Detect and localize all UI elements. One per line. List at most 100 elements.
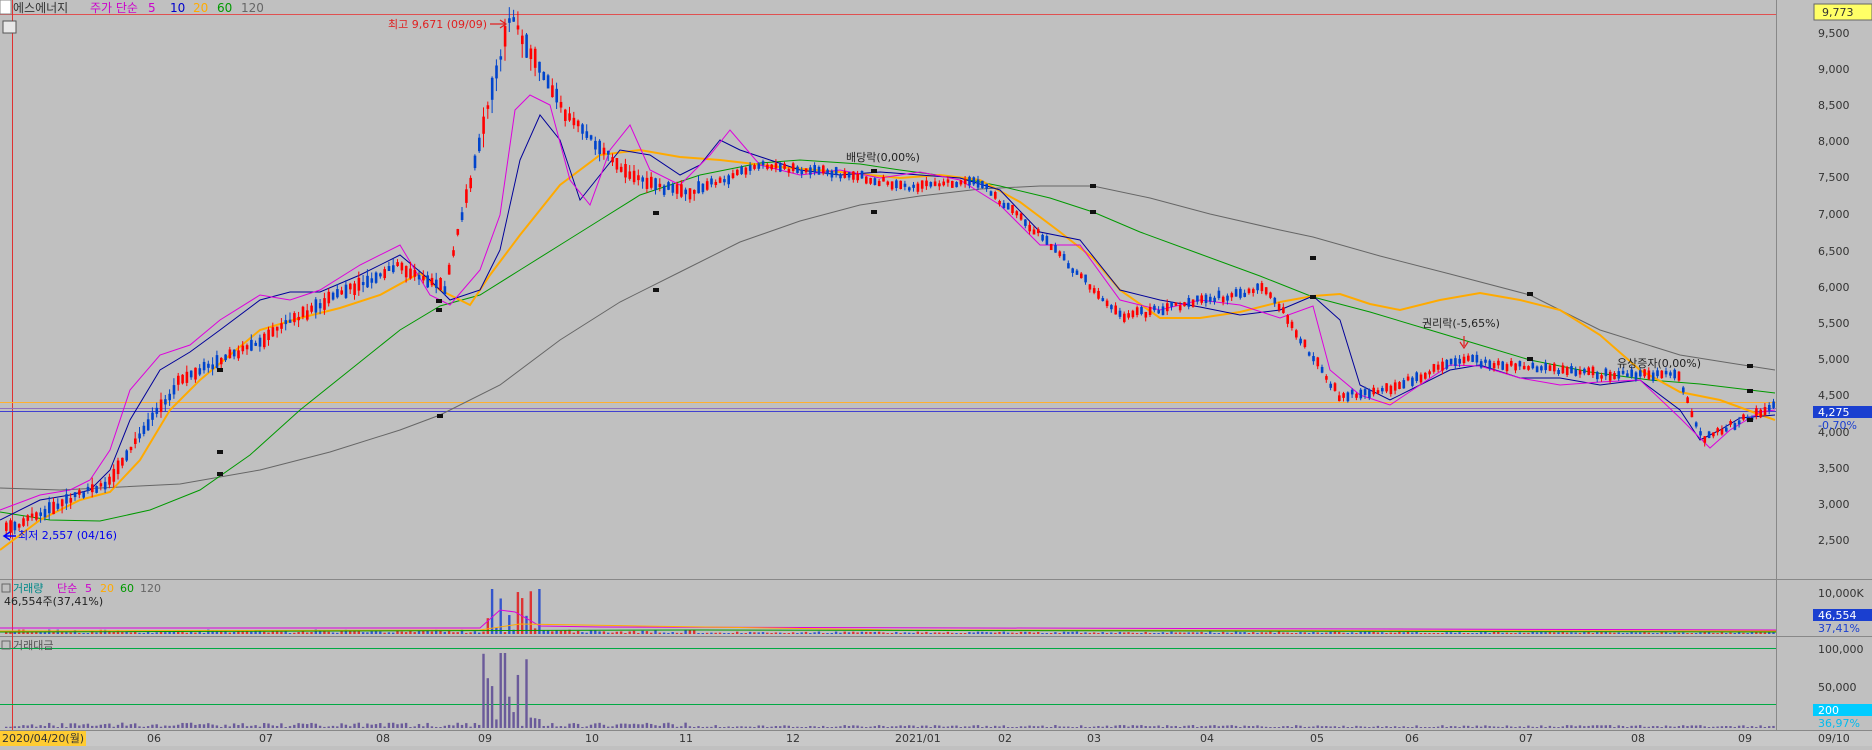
amount-bar bbox=[314, 723, 317, 728]
amount-bar bbox=[770, 726, 773, 728]
change-percent: -0,70% bbox=[1818, 419, 1857, 432]
amount-bar bbox=[1299, 725, 1302, 728]
amount-current-box bbox=[1813, 704, 1872, 716]
candle-body bbox=[1011, 204, 1014, 214]
volume-bar bbox=[542, 630, 545, 634]
volume-bar bbox=[1703, 631, 1706, 634]
amount-bar bbox=[349, 726, 352, 728]
volume-bar bbox=[701, 632, 704, 634]
amount-bar bbox=[877, 725, 881, 728]
volume-bar bbox=[895, 631, 898, 634]
candle-body bbox=[1703, 436, 1707, 443]
candle-body bbox=[770, 164, 773, 170]
volume-bar bbox=[1037, 632, 1040, 634]
amount-panel-menu-icon[interactable] bbox=[1, 640, 11, 650]
volume-bar bbox=[779, 632, 782, 634]
amount-bar bbox=[108, 723, 111, 728]
volume-bar bbox=[658, 632, 661, 634]
candle-body bbox=[1673, 369, 1676, 379]
candle-body bbox=[564, 109, 567, 121]
volume-panel-menu-icon[interactable] bbox=[1, 583, 11, 593]
amount-bar bbox=[1045, 726, 1048, 728]
volume-bar bbox=[688, 630, 692, 634]
amount-bar bbox=[1148, 726, 1152, 728]
candle-body bbox=[761, 161, 765, 166]
candle-body bbox=[1131, 310, 1135, 318]
volume-bar bbox=[1750, 631, 1754, 634]
amount-bar bbox=[327, 726, 330, 728]
candle-body bbox=[800, 169, 804, 175]
candle-body bbox=[1467, 355, 1470, 361]
amount-bar bbox=[1187, 725, 1190, 728]
amount-bar bbox=[680, 726, 683, 728]
candle-body bbox=[220, 358, 223, 365]
volume-current-percent: 37,41% bbox=[1818, 622, 1860, 635]
volume-bar bbox=[1712, 632, 1715, 634]
amount-bar bbox=[1049, 727, 1053, 728]
volume-bar bbox=[912, 632, 915, 634]
volume-bar bbox=[1604, 631, 1607, 634]
volume-bar bbox=[1419, 633, 1423, 634]
candle-body bbox=[82, 492, 85, 498]
amount-bar bbox=[1127, 726, 1130, 728]
volume-bar bbox=[146, 631, 150, 634]
candle-body bbox=[753, 164, 756, 169]
candle-body bbox=[43, 508, 47, 518]
amount-bar bbox=[1686, 726, 1689, 728]
volume-bar bbox=[1316, 632, 1319, 634]
volume-bar bbox=[1535, 632, 1539, 634]
amount-bar bbox=[847, 725, 851, 728]
volume-bar bbox=[181, 631, 184, 634]
volume-bar bbox=[581, 632, 584, 634]
volume-bar bbox=[241, 631, 244, 634]
amount-bar bbox=[1553, 726, 1556, 728]
volume-bar bbox=[1613, 632, 1616, 634]
amount-bar bbox=[1325, 726, 1328, 728]
amount-bar bbox=[895, 726, 898, 728]
candle-body bbox=[847, 172, 851, 178]
volume-bar bbox=[1114, 633, 1117, 634]
amount-bar bbox=[985, 725, 988, 728]
amount-bar bbox=[499, 653, 502, 728]
volume-bar bbox=[723, 633, 726, 634]
candle-body bbox=[241, 345, 245, 352]
rights-label: 권리락(-5,65%) bbox=[1422, 317, 1500, 330]
volume-bar bbox=[705, 632, 709, 634]
price-tick: 3,000 bbox=[1818, 498, 1850, 511]
amount-bar bbox=[465, 723, 468, 728]
amount-bar bbox=[91, 725, 94, 728]
volume-bar bbox=[1368, 631, 1371, 634]
candle-body bbox=[340, 290, 343, 295]
amount-bar bbox=[856, 725, 859, 728]
candle-body bbox=[1174, 302, 1178, 306]
amount-title: 거래대금 bbox=[13, 639, 53, 652]
candle-body bbox=[1737, 420, 1741, 425]
candle-body bbox=[813, 165, 816, 172]
candle-body bbox=[598, 140, 601, 155]
rights-arrow-icon bbox=[1459, 336, 1469, 350]
grid-icon[interactable] bbox=[2, 20, 17, 34]
amount-bar bbox=[1273, 727, 1276, 728]
chart-menu-icon[interactable] bbox=[0, 0, 12, 15]
volume-bar bbox=[1381, 632, 1384, 634]
volume-bar bbox=[452, 632, 455, 634]
price-tick: 2,500 bbox=[1818, 534, 1850, 547]
volume-bar bbox=[1445, 632, 1448, 634]
volume-ma60-label: 60 bbox=[120, 582, 134, 595]
candle-body bbox=[581, 124, 584, 134]
price-tick: 4,000 bbox=[1818, 426, 1850, 439]
amount-bar bbox=[404, 722, 408, 728]
candle-body bbox=[499, 56, 503, 60]
volume-bar bbox=[727, 633, 730, 634]
amount-bar bbox=[357, 722, 360, 728]
amount-bar bbox=[736, 726, 739, 728]
amount-bar bbox=[1071, 727, 1074, 728]
amount-bar bbox=[460, 724, 464, 728]
amount-bar bbox=[361, 726, 365, 728]
ma-marker bbox=[436, 299, 442, 303]
amount-bar bbox=[1630, 725, 1633, 728]
candle-body bbox=[1720, 428, 1724, 435]
ma-marker bbox=[1310, 295, 1316, 299]
amount-bar bbox=[1024, 726, 1027, 728]
